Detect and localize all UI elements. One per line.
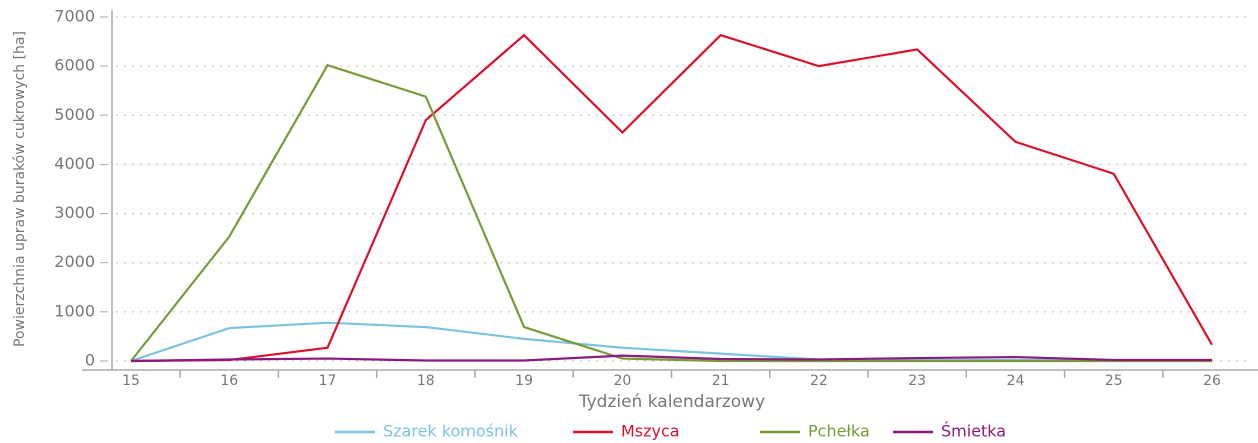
legend-label: Śmietka [941, 422, 1006, 441]
x-tick-label: 21 [712, 373, 730, 389]
x-tick-label: 17 [319, 373, 337, 389]
x-tick-label: 25 [1105, 373, 1123, 389]
x-tick-label: 16 [220, 373, 238, 389]
y-tick-label: 7000 [54, 7, 95, 26]
x-tick-label: 23 [908, 373, 926, 389]
x-tick-label: 26 [1203, 373, 1221, 389]
series-line [130, 63, 1212, 363]
y-tick-label: 2000 [54, 252, 95, 271]
y-tick-label: 1000 [54, 301, 95, 320]
legend-label: Mszyca [621, 422, 680, 441]
y-tick-label: 5000 [54, 105, 95, 124]
y-tick-label: 4000 [54, 154, 95, 173]
x-axis-label: Tydzień kalendarzowy [578, 392, 765, 412]
series-line [130, 33, 1213, 363]
legend-label: Szarek komośnik [383, 422, 519, 441]
x-tick-label: 24 [1007, 373, 1025, 389]
y-axis-label: Powierzchnia upraw buraków cukrowych [ha… [12, 31, 28, 347]
x-tick-label: 20 [613, 373, 631, 389]
legend-label: Pchełka [808, 422, 870, 441]
y-tick-label: 6000 [54, 56, 95, 75]
x-tick-label: 18 [417, 373, 435, 389]
series-line [130, 354, 1212, 363]
x-tick-label: 19 [515, 373, 533, 389]
x-tick-label: 22 [810, 373, 828, 389]
series-line [130, 321, 1212, 363]
x-tick-label: 15 [122, 373, 140, 389]
y-tick-label: 3000 [54, 203, 95, 222]
y-tick-label: 0 [85, 351, 95, 370]
